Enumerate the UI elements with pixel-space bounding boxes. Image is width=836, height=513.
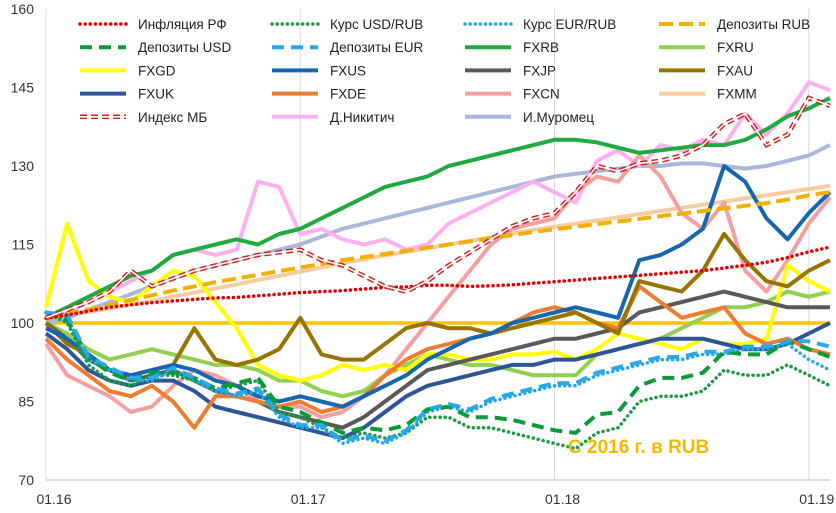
- legend-item-fxrb: FXRB: [465, 40, 559, 55]
- legend-label: FXAU: [717, 63, 753, 78]
- legend-item-fxgd: FXGD: [80, 63, 176, 78]
- legend-item-fxau: FXAU: [659, 63, 753, 78]
- legend-item-fxmm: FXMM: [659, 87, 757, 102]
- series-line-fxuk: [44, 321, 831, 441]
- x-tick-label-01-19: 01.19: [799, 491, 834, 507]
- series-line-fxde: [44, 284, 831, 430]
- series-line-инфляция-рф: [44, 245, 832, 321]
- y-axis-ticks: 70 85 100 115 130 145 160: [11, 1, 35, 488]
- legend-item-курс-usd-rub: Курс USD/RUB: [270, 17, 423, 32]
- legend-item-fxru: FXRU: [659, 40, 754, 55]
- series-line-fxus: [45, 164, 832, 409]
- legend-label: FXJP: [523, 63, 556, 78]
- legend-label: FXMM: [717, 87, 757, 102]
- y-tick-label-85: 85: [18, 394, 34, 410]
- legend-label: FXDE: [330, 87, 366, 102]
- series-line-курс-usd-rub: [44, 310, 832, 451]
- x-tick-label-01-18: 01.18: [545, 491, 580, 507]
- legend-item-депозиты-rub: Депозиты RUB: [659, 17, 810, 32]
- series-line-депозиты-rub: [45, 190, 831, 321]
- x-tick-label-01-16: 01.16: [36, 491, 71, 507]
- legend-item-fxuk: FXUK: [80, 87, 174, 102]
- series-lines: [44, 80, 832, 451]
- legend-item-курс-eur-rub: Курс EUR/RUB: [463, 17, 616, 32]
- legend-item-fxus: FXUS: [272, 63, 366, 78]
- x-axis-ticks: 01.16 01.17 01.18 01.19: [36, 491, 834, 507]
- legend-label: FXGD: [138, 63, 176, 78]
- series-line-индекс-мб-inner: [45, 97, 831, 319]
- legend-item-и-муромец: И.Муромец: [465, 110, 594, 125]
- legend-label: FXCN: [523, 87, 560, 102]
- y-tick-label-100: 100: [11, 315, 35, 331]
- legend-label: Индекс МБ: [138, 110, 207, 125]
- legend-label: Курс EUR/RUB: [523, 17, 616, 32]
- legend-item-депозиты-usd: Депозиты USD: [80, 40, 231, 55]
- series-line-fxrb: [45, 96, 831, 320]
- legend-label: Депозиты RUB: [717, 17, 810, 32]
- legend-item-fxjp: FXJP: [465, 63, 556, 78]
- legend-item-fxde: FXDE: [272, 87, 366, 102]
- chart-annotation: С 2016 г. в RUB: [568, 437, 709, 458]
- series-line-fxmm: [45, 183, 831, 322]
- y-tick-label-115: 115: [12, 237, 35, 253]
- legend-label: Депозиты USD: [138, 40, 231, 55]
- legend-label: Курс USD/RUB: [330, 17, 423, 32]
- legend-item-индекс-мб: Индекс МБ: [80, 110, 207, 125]
- series-line-курс-eur-rub: [44, 310, 832, 446]
- y-tick-label-70: 70: [18, 472, 34, 488]
- series-line-fxau: [44, 232, 831, 378]
- legend-label: FXRB: [523, 40, 559, 55]
- y-tick-label-160: 160: [11, 1, 35, 17]
- legend-label: Д.Никитич: [330, 110, 394, 125]
- series-line-депозиты-eur: [45, 310, 831, 443]
- legend-label: И.Муромец: [523, 110, 594, 125]
- legend-label: Инфляция РФ: [138, 17, 227, 32]
- grid: [45, 9, 830, 481]
- legend-label: FXUS: [330, 63, 366, 78]
- legend-label: FXRU: [717, 40, 754, 55]
- legend-label: Депозиты EUR: [330, 40, 423, 55]
- legend: Инфляция РФ Курс USD/RUB Курс EUR/RUB Депоз…: [78, 17, 810, 125]
- legend-item-fxcn: FXCN: [465, 87, 560, 102]
- legend-label: FXUK: [138, 87, 174, 102]
- x-tick-label-01-17: 01.17: [291, 491, 326, 507]
- legend-item-д-никитич: Д.Никитич: [272, 110, 394, 125]
- y-tick-label-130: 130: [11, 158, 35, 174]
- legend-item-депозиты-eur: Депозиты EUR: [272, 40, 423, 55]
- series-line-депозиты-usd: [45, 310, 831, 435]
- y-tick-label-145: 145: [11, 80, 35, 96]
- legend-item-инфляция-рф: Инфляция РФ: [78, 17, 227, 32]
